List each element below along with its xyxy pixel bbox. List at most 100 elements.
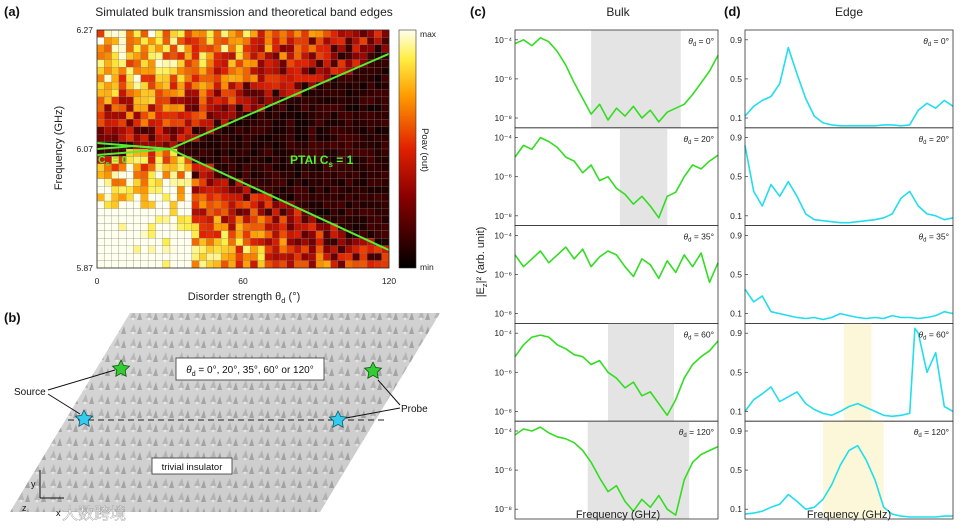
heatmap-cell — [206, 74, 214, 83]
heatmap-cell — [242, 141, 251, 150]
heatmap-cell — [104, 245, 112, 254]
heatmap-cell — [279, 186, 287, 194]
heatmap-cell — [308, 171, 317, 179]
heatmap-cell — [155, 44, 163, 53]
heatmap-cell — [381, 30, 389, 38]
heatmap-cell — [118, 52, 127, 60]
heatmap-cell — [235, 223, 244, 231]
heatmap-cell — [250, 245, 258, 254]
heatmap-cell — [301, 44, 309, 53]
y-tick-label: 10⁻⁴ — [494, 133, 512, 143]
heatmap-cell — [374, 141, 382, 150]
heatmap-cell — [345, 200, 353, 209]
heatmap-cell — [366, 171, 375, 179]
heatmap-cell — [97, 215, 105, 224]
heatmap-cell — [352, 215, 360, 224]
heatmap-cell — [264, 96, 273, 105]
heatmap-cell — [381, 89, 389, 98]
heatmap-cell — [140, 171, 149, 179]
heatmap-cell — [315, 30, 324, 38]
heatmap-cell — [169, 134, 178, 142]
y-tick-label: 0.1 — [730, 211, 742, 221]
heatmap-cell — [323, 111, 331, 120]
heatmap-cell — [366, 30, 375, 38]
heatmap-cell — [293, 44, 302, 53]
y-tick-label: 0.1 — [730, 504, 742, 514]
heatmap-cell — [337, 193, 346, 202]
heatmap-cell — [272, 111, 280, 120]
heatmap-cell — [184, 52, 193, 60]
heatmap-cell — [97, 238, 105, 246]
heatmap-cell — [118, 171, 127, 179]
y-tick-label: 0.5 — [730, 74, 742, 84]
heatmap-cell — [111, 67, 120, 75]
heatmap-cell — [250, 81, 258, 90]
heatmap-cell — [111, 238, 120, 246]
heatmap-cell — [330, 230, 339, 239]
heatmap-cell — [104, 178, 112, 187]
heatmap-cell — [330, 67, 339, 75]
heatmap-cell — [155, 215, 163, 224]
heatmap-cell — [264, 215, 273, 224]
heatmap-cell — [162, 89, 171, 98]
heatmap-cell — [177, 67, 185, 75]
heatmap-cell — [286, 178, 295, 187]
heatmap-cell — [199, 178, 207, 187]
heatmap-cell — [257, 126, 266, 135]
heatmap-cell — [199, 74, 207, 83]
heatmap-cell — [315, 111, 324, 120]
heatmap-cell — [330, 245, 339, 254]
heatmap-cell — [352, 134, 360, 142]
panel-c-subplot: 10⁻⁴ 10⁻⁶ 10⁻⁸ θd = 0° — [494, 29, 719, 129]
spectrum-line — [744, 288, 954, 321]
heatmap-cell — [162, 111, 171, 120]
heatmap-cell — [272, 230, 280, 239]
heatmap-cell — [118, 186, 127, 194]
panel-c-xlabel: Frequency (GHz) — [576, 509, 660, 521]
heatmap-cell — [206, 104, 214, 112]
heatmap-cell — [140, 200, 149, 209]
heatmap-cell — [213, 156, 222, 165]
heatmap-cell — [220, 238, 229, 246]
heatmap-cell — [155, 238, 163, 246]
heatmap-cell — [264, 44, 273, 53]
heatmap-cell — [301, 67, 309, 75]
heatmap-cell — [155, 163, 163, 172]
heatmap-cell — [191, 200, 200, 209]
heatmap-cell — [133, 81, 141, 90]
heatmap-cell — [213, 111, 222, 120]
heatmap-cell — [111, 171, 120, 179]
heatmap-cell — [147, 119, 156, 127]
heatmap-cell — [140, 253, 149, 261]
heatmap-cell — [199, 223, 207, 231]
heatmap-cell — [191, 67, 200, 75]
heatmap-cell — [293, 178, 302, 187]
heatmap-cell — [272, 178, 280, 187]
heatmap-cell — [206, 223, 214, 231]
condition-text: θd = 0°, 20°, 35°, 60° or 120° — [186, 365, 313, 378]
svg-text:z: z — [22, 503, 27, 513]
heatmap-cell — [228, 81, 236, 90]
phase-label-ptai: PTAI Cs = 1 — [290, 153, 354, 169]
source-label: Source — [14, 387, 46, 398]
heatmap-cell — [315, 44, 324, 53]
heatmap-cell — [111, 74, 120, 83]
heatmap-cell — [337, 178, 346, 187]
heatmap-cell — [177, 186, 185, 194]
heatmap-cell — [199, 171, 207, 179]
heatmap-cell — [235, 89, 244, 98]
heatmap-cell — [286, 134, 295, 142]
heatmap-cell — [352, 186, 360, 194]
heatmap-cell — [126, 230, 134, 239]
heatmap-cell — [264, 37, 273, 46]
heatmap-cell — [257, 245, 266, 254]
heatmap-cell — [228, 260, 236, 268]
heatmap-cell — [250, 238, 258, 246]
heatmap-cell — [220, 81, 229, 90]
heatmap-cell — [381, 171, 389, 179]
heatmap-cell — [104, 96, 112, 105]
angle-label: θd = 120° — [679, 427, 714, 439]
heatmap-cell — [199, 44, 207, 53]
heatmap-cell — [184, 245, 193, 254]
heatmap-cell — [199, 260, 207, 268]
